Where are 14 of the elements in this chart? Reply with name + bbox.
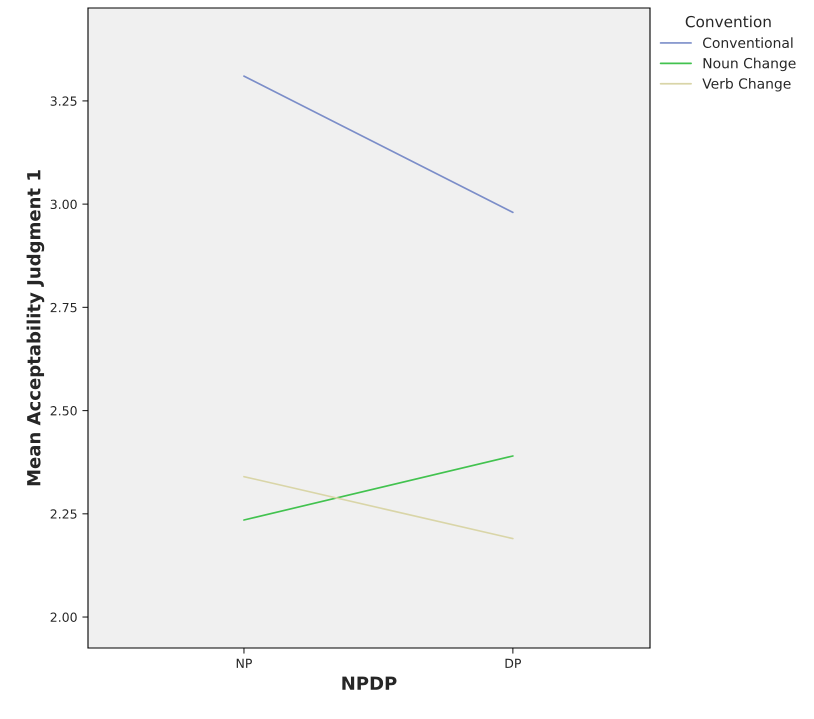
y-tick-label: 3.25: [50, 96, 76, 106]
y-tick-label: 2.25: [50, 509, 76, 519]
y-tick-label: 2.00: [50, 612, 77, 622]
y-tick-label: 3.00: [50, 200, 77, 210]
legend-title: Convention: [686, 16, 771, 28]
y-tick-label: 2.50: [50, 406, 77, 416]
x-axis-title: NPDP: [342, 676, 397, 690]
legend-label: Conventional: [703, 37, 792, 48]
y-tick-label: 2.75: [50, 302, 76, 312]
x-tick-label: NP: [236, 658, 252, 668]
legend-label: Noun Change: [704, 58, 796, 72]
y-axis-title: Mean Acceptability Judgment 1: [26, 170, 44, 486]
legend-label: Verb Change: [702, 78, 791, 92]
x-tick-label: DP: [506, 658, 522, 668]
